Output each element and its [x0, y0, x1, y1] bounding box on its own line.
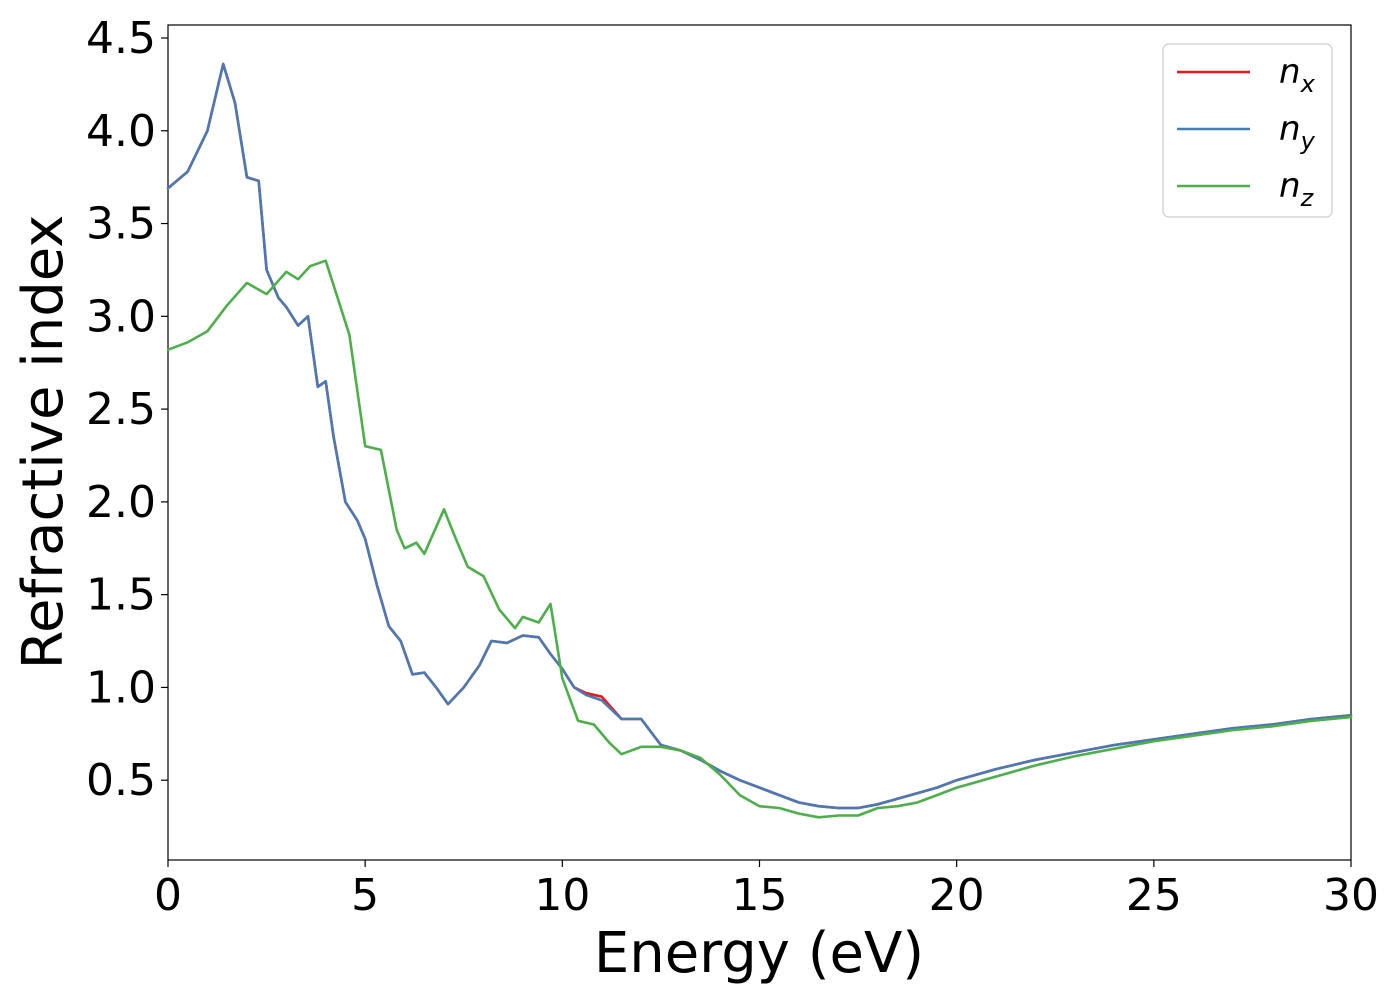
y-tick-label: 3.0	[86, 291, 156, 342]
y-tick-label: 4.0	[86, 106, 156, 157]
legend-label-nx: nx	[1279, 52, 1316, 98]
x-tick-label: 0	[154, 870, 182, 921]
legend-entries: nx ny nz	[1177, 52, 1316, 212]
y-tick-label: 1.5	[86, 570, 156, 621]
legend-label-nz: nz	[1279, 166, 1315, 212]
legend: nx ny nz	[1162, 43, 1333, 218]
x-tick-label: 15	[732, 870, 788, 921]
x-tick-label: 10	[534, 870, 590, 921]
series-line-ny	[166, 62, 1353, 810]
legend-label-ny: ny	[1279, 109, 1316, 155]
y-tick-label: 0.5	[86, 755, 156, 806]
series-line-nz	[166, 259, 1353, 819]
legend-box	[1162, 43, 1333, 218]
y-tick-label: 4.5	[86, 13, 156, 64]
series-layer	[166, 62, 1353, 819]
x-tick-label: 5	[351, 870, 379, 921]
x-axis-title: Energy (eV)	[594, 921, 924, 986]
y-axis-title: Refractive index	[11, 215, 76, 670]
x-tick-label: 30	[1323, 870, 1379, 921]
x-axis-ticks: 0 5 10 15 20 25 30	[154, 860, 1379, 921]
plot-area	[166, 24, 1353, 861]
y-tick-label: 1.0	[86, 662, 156, 713]
y-axis-ticks: 0.5 1.0 1.5 2.0 2.5 3.0 3.5 4.0 4.5	[86, 13, 168, 806]
y-tick-label: 2.5	[86, 384, 156, 435]
x-tick-label: 25	[1126, 870, 1182, 921]
y-tick-label: 2.0	[86, 477, 156, 528]
x-tick-label: 20	[929, 870, 985, 921]
y-tick-label: 3.5	[86, 199, 156, 250]
